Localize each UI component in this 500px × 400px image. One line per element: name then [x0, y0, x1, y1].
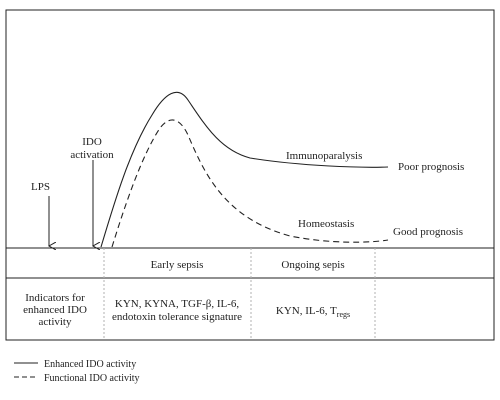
good-prognosis-label: Good prognosis: [393, 226, 463, 238]
early-indicators-line1: KYN, KYNA, TGF-β, IL-6,: [115, 298, 239, 310]
indicators-header-line1: Indicators for: [25, 292, 85, 304]
immunoparalysis-label: Immunoparalysis: [286, 150, 362, 162]
ido-label-line2: activation: [70, 149, 114, 161]
early-indicators-line2: endotoxin tolerance signature: [112, 311, 242, 323]
homeostasis-label: Homeostasis: [298, 218, 354, 230]
ido-label-line1: IDO: [82, 136, 102, 148]
enhanced-ido-curve: [100, 91, 389, 248]
ongoing-indicators-subscript: regs: [337, 310, 350, 319]
poor-prognosis-label: Poor prognosis: [398, 161, 464, 173]
indicators-header-line3: activity: [39, 316, 72, 328]
phase-early-sepsis: Early sepsis: [151, 259, 204, 271]
legend-dashed-label: Functional IDO activity: [44, 373, 140, 384]
functional-ido-curve: [111, 119, 389, 248]
lps-label: LPS: [31, 181, 50, 193]
ongoing-indicators-main: KYN, IL-6, T: [276, 305, 337, 317]
legend-solid-label: Enhanced IDO activity: [44, 359, 136, 370]
phase-ongoing-sepsis: Ongoing sepis: [281, 259, 344, 271]
figure-frame: [5, 9, 495, 341]
ongoing-indicators: KYN, IL-6, Tregs: [276, 305, 350, 319]
indicators-header-line2: enhanced IDO: [23, 304, 87, 316]
